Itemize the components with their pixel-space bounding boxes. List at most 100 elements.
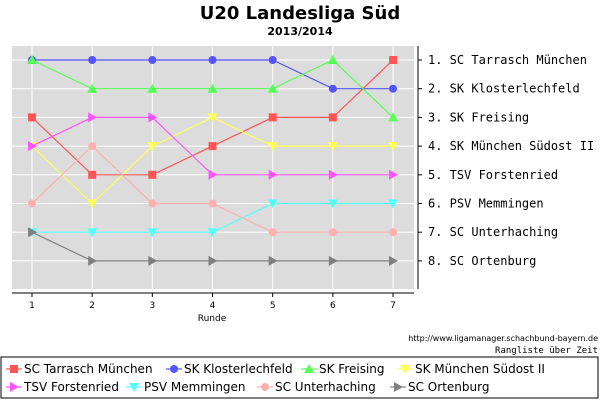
chart-caption: Rangliste über Zeit: [495, 346, 598, 356]
series-point: [327, 199, 338, 209]
legend-item: SK München Südost II: [397, 362, 545, 376]
series-point: [388, 199, 399, 209]
legend-label: TSV Forstenried: [23, 380, 119, 394]
chart-subtitle: 2013/2014: [267, 25, 333, 38]
series-point: [267, 142, 278, 152]
series-point: [208, 169, 218, 180]
legend-item: SC Ortenburg: [390, 380, 489, 394]
series-point: [268, 228, 277, 237]
legend-swatch-marker: [400, 365, 410, 374]
rank-label: 4. SK München Südost II: [428, 139, 594, 153]
rank-label: 5. TSV Forstenried: [428, 168, 558, 182]
legend-swatch-marker: [394, 382, 403, 392]
legend-swatch-marker: [261, 383, 269, 391]
series-point: [28, 199, 36, 208]
series-point: [88, 170, 97, 179]
series-point: [147, 142, 158, 152]
series-point: [28, 227, 37, 238]
legend-swatch-marker: [304, 364, 314, 373]
series-point: [148, 199, 157, 208]
series-point: [328, 84, 337, 93]
series-group: [28, 112, 399, 180]
rank-label: 3. SK Freising: [428, 110, 529, 124]
series-point: [208, 255, 218, 266]
legend: SC Tarrasch München SK Klosterlechfeld SK …: [6, 362, 545, 394]
series-point: [328, 113, 337, 122]
x-axis-label: Runde: [198, 314, 227, 324]
series-point: [148, 56, 157, 64]
series-point: [208, 56, 217, 64]
legend-swatch-marker: [170, 365, 178, 373]
series-point: [88, 56, 97, 64]
series-point: [88, 255, 98, 266]
series-point: [148, 170, 157, 179]
legend-swatch-marker: [129, 383, 139, 392]
series-group: [28, 142, 398, 237]
series-point: [88, 112, 98, 123]
series-point: [267, 83, 278, 93]
legend-label: SK München Südost II: [415, 362, 545, 376]
series-group: [28, 227, 399, 266]
series-point: [88, 142, 97, 151]
series-point: [389, 228, 398, 237]
series-point: [87, 199, 98, 209]
legend-label: SC Ortenburg: [408, 380, 489, 394]
x-tick-label: 2: [89, 301, 95, 311]
series-point: [208, 142, 217, 151]
series-point: [388, 112, 399, 122]
legend-item: SK Klosterlechfeld: [166, 362, 293, 376]
legend-label: PSV Memmingen: [144, 380, 246, 394]
series-point: [268, 56, 277, 64]
series-layer: [27, 55, 399, 266]
series-point: [28, 113, 36, 122]
series-point: [268, 113, 277, 122]
series-point: [389, 84, 398, 93]
series-group: [27, 199, 399, 238]
legend-label: SC Unterhaching: [275, 380, 376, 394]
rank-label: 8. SC Ortenburg: [428, 254, 536, 268]
series-point: [388, 142, 399, 152]
legend-item: SK Freising: [301, 362, 385, 376]
x-axis: 1 2 3 4 5 6 7: [12, 46, 419, 311]
series-point: [147, 83, 158, 93]
legend-swatch-marker: [10, 382, 19, 392]
series-point: [389, 56, 398, 64]
x-tick-label: 3: [149, 301, 155, 311]
series-point: [27, 55, 37, 64]
rank-label: 2. SK Klosterlechfeld: [428, 82, 580, 96]
series-point: [267, 199, 278, 209]
series-point: [327, 55, 338, 64]
x-tick-label: 4: [210, 301, 216, 311]
series-point: [327, 142, 338, 152]
series-group: [28, 56, 398, 93]
series-point: [328, 228, 337, 237]
rank-label: 6. PSV Memmingen: [428, 197, 544, 211]
series-point: [268, 255, 278, 266]
x-tick-label: 6: [330, 301, 336, 311]
series-point: [87, 228, 98, 238]
series-point: [208, 199, 217, 208]
legend-item: SC Tarrasch München: [6, 362, 153, 376]
legend-item: TSV Forstenried: [6, 380, 119, 394]
source-url[interactable]: http://www.ligamanager.schachbund-bayern…: [408, 334, 598, 343]
series-point: [328, 169, 338, 180]
x-tick-label: 7: [390, 301, 396, 311]
series-point: [268, 169, 278, 180]
x-tick-label: 1: [29, 301, 35, 311]
series-group: [28, 56, 398, 179]
legend-label: SC Tarrasch München: [24, 362, 153, 376]
series-point: [148, 112, 158, 123]
series-point: [148, 255, 158, 266]
series-point: [207, 113, 218, 123]
series-point: [389, 255, 399, 266]
legend-item: SC Unterhaching: [257, 380, 376, 394]
legend-label: SK Freising: [319, 362, 385, 376]
series-point: [28, 141, 37, 152]
legend-swatch-marker: [10, 365, 18, 373]
legend-item: PSV Memmingen: [126, 380, 246, 394]
rank-labels: 1. SC Tarrasch München 2. SK Klosterlechf…: [418, 53, 594, 268]
series-point: [389, 169, 399, 180]
series-point: [87, 83, 98, 93]
series-point: [328, 255, 338, 266]
